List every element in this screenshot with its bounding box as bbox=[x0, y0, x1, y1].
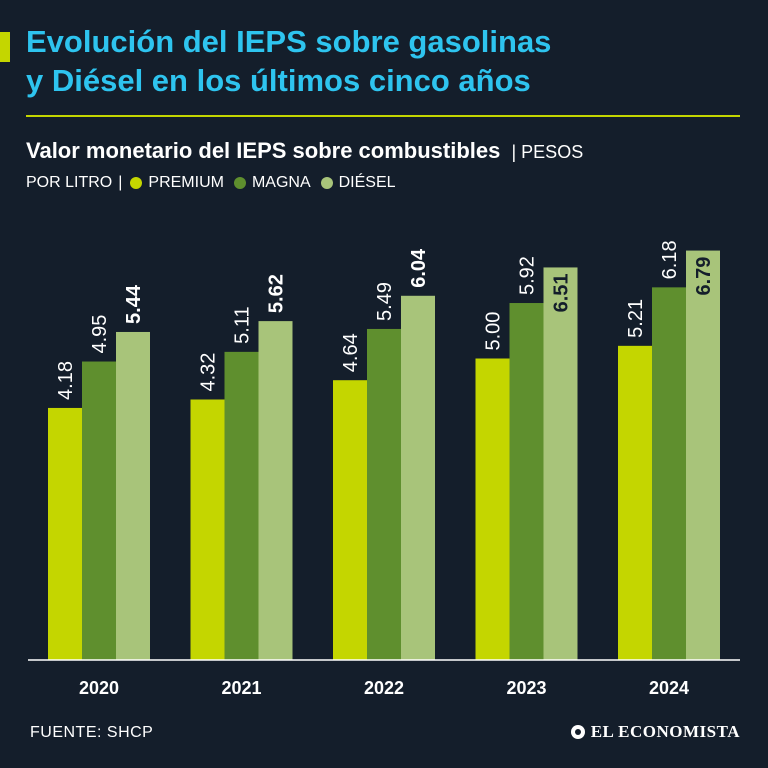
bar-magna-2023 bbox=[509, 303, 544, 660]
bar-premium-2023 bbox=[475, 358, 510, 660]
bar-diesel-2021 bbox=[258, 321, 293, 660]
bar-diesel-2022 bbox=[401, 295, 435, 660]
value-label-premium-2022: 4.64 bbox=[340, 333, 362, 372]
value-label-premium-2024: 5.21 bbox=[625, 299, 647, 338]
value-label-magna-2022: 5.49 bbox=[374, 282, 396, 321]
brand-name: EL ECONOMISTA bbox=[590, 722, 740, 741]
legend-label-magna: MAGNA bbox=[251, 174, 311, 191]
x-tick-label-2021: 2021 bbox=[221, 678, 261, 698]
units-separator: | bbox=[506, 142, 522, 162]
value-label-diesel-2023: 6.51 bbox=[551, 273, 573, 312]
value-label-premium-2020: 4.18 bbox=[55, 361, 77, 400]
value-label-magna-2023: 5.92 bbox=[517, 256, 539, 295]
x-tick-label-2023: 2023 bbox=[506, 678, 546, 698]
source-note: FUENTE: SHCP bbox=[30, 724, 154, 741]
legend-swatch-diesel bbox=[320, 177, 333, 189]
brand-icon bbox=[570, 725, 585, 739]
title-line-1: Evolución del IEPS sobre gasolinas bbox=[26, 24, 552, 59]
legend-item-premium: PREMIUM bbox=[130, 172, 224, 194]
legend-label-diesel: DIÉSEL bbox=[338, 174, 396, 191]
x-tick-label-2020: 2020 bbox=[79, 678, 119, 698]
value-label-magna-2024: 6.18 bbox=[659, 240, 681, 279]
bar-diesel-2024 bbox=[686, 250, 720, 661]
value-label-diesel-2022: 6.04 bbox=[408, 248, 430, 288]
value-label-diesel-2021: 5.62 bbox=[266, 274, 288, 313]
legend-swatch-magna bbox=[233, 177, 246, 189]
title-divider bbox=[26, 115, 740, 117]
bar-diesel-2020 bbox=[116, 331, 150, 660]
legend: POR LITRO | PREMIUM MAGNA DIÉSEL bbox=[26, 172, 406, 194]
bar-premium-2022 bbox=[333, 380, 367, 660]
legend-label-premium: PREMIUM bbox=[148, 174, 224, 191]
value-label-diesel-2020: 5.44 bbox=[123, 284, 145, 324]
value-label-magna-2021: 5.11 bbox=[232, 306, 254, 343]
bar-magna-2022 bbox=[367, 328, 401, 660]
value-label-magna-2020: 4.95 bbox=[89, 315, 111, 354]
chart-subtitle: Valor monetario del IEPS sobre combustib… bbox=[26, 138, 726, 165]
legend-item-magna: MAGNA bbox=[233, 172, 311, 194]
bar-premium-2020 bbox=[48, 407, 82, 660]
value-label-premium-2021: 4.32 bbox=[198, 353, 220, 392]
bar-chart: 4.18 4.95 5.44 2020 4.32 5.11 5.62 2021 4.64 5.49… bbox=[28, 240, 740, 698]
legend-separator: | bbox=[118, 174, 123, 191]
legend-item-diesel: DIÉSEL bbox=[320, 172, 396, 194]
legend-swatch-premium bbox=[130, 177, 143, 189]
x-tick-label-2024: 2024 bbox=[649, 678, 689, 698]
bar-magna-2020 bbox=[82, 361, 116, 660]
bar-premium-2024 bbox=[618, 345, 652, 660]
page-title: Evolución del IEPS sobre gasolinas y Dié… bbox=[26, 22, 551, 100]
subtitle-text: Valor monetario del IEPS sobre combustib… bbox=[26, 138, 501, 163]
bar-magna-2021 bbox=[224, 351, 259, 660]
x-tick-label-2022: 2022 bbox=[364, 678, 404, 698]
bar-magna-2024 bbox=[652, 287, 686, 660]
value-label-premium-2023: 5.00 bbox=[483, 312, 505, 351]
bar-diesel-2023 bbox=[543, 267, 578, 660]
brand-logo: EL ECONOMISTA bbox=[570, 722, 740, 742]
units-label-line1: PESOS bbox=[521, 142, 584, 162]
title-accent-bar bbox=[0, 32, 10, 62]
value-label-diesel-2024: 6.79 bbox=[693, 257, 715, 296]
title-line-2: y Diésel en los últimos cinco años bbox=[26, 63, 531, 98]
units-label-line2: POR LITRO bbox=[26, 174, 113, 191]
bar-premium-2021 bbox=[190, 399, 225, 660]
